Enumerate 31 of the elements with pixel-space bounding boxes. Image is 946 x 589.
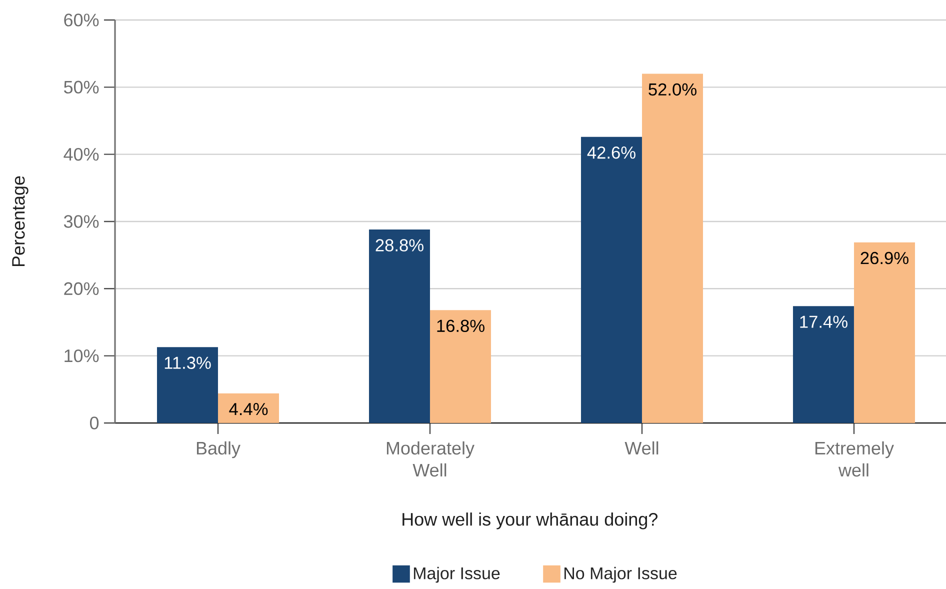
bar [430, 310, 491, 423]
data-label: 26.9% [860, 252, 908, 264]
y-tick-label: 60% [64, 14, 99, 26]
y-tick-label: 40% [64, 148, 99, 161]
data-label: 11.3% [164, 356, 211, 369]
bar [156, 347, 218, 423]
y-tick-label: 30% [64, 215, 99, 228]
bar [792, 306, 854, 423]
data-label: 16.8% [437, 320, 484, 332]
bar [218, 393, 279, 423]
bar [854, 242, 915, 423]
data-label: 52.0% [648, 83, 696, 96]
legend-label: Major Issue [414, 566, 500, 583]
y-tick-label: 10% [64, 349, 99, 362]
bar [368, 230, 430, 423]
y-axis-title: Percentage [12, 176, 28, 266]
data-label: 4.4% [229, 403, 268, 416]
data-label: 42.6% [587, 146, 636, 159]
data-label: 17.4% [800, 316, 848, 328]
legend-label: No Major Issue [564, 566, 677, 583]
x-tick-label: Well [624, 441, 658, 455]
y-tick-label: 50% [64, 80, 99, 94]
x-axis-title: How well is your whānau doing? [402, 512, 658, 530]
y-tick-label: 20% [64, 282, 99, 296]
y-tick-label: 0 [90, 416, 99, 430]
bar [580, 136, 642, 423]
data-label: 28.8% [376, 239, 424, 252]
bar [642, 74, 703, 423]
x-tick-label: Badly [196, 441, 240, 458]
x-tick-label: Extremely well [815, 441, 894, 477]
x-tick-label: Moderately Well [386, 441, 474, 477]
